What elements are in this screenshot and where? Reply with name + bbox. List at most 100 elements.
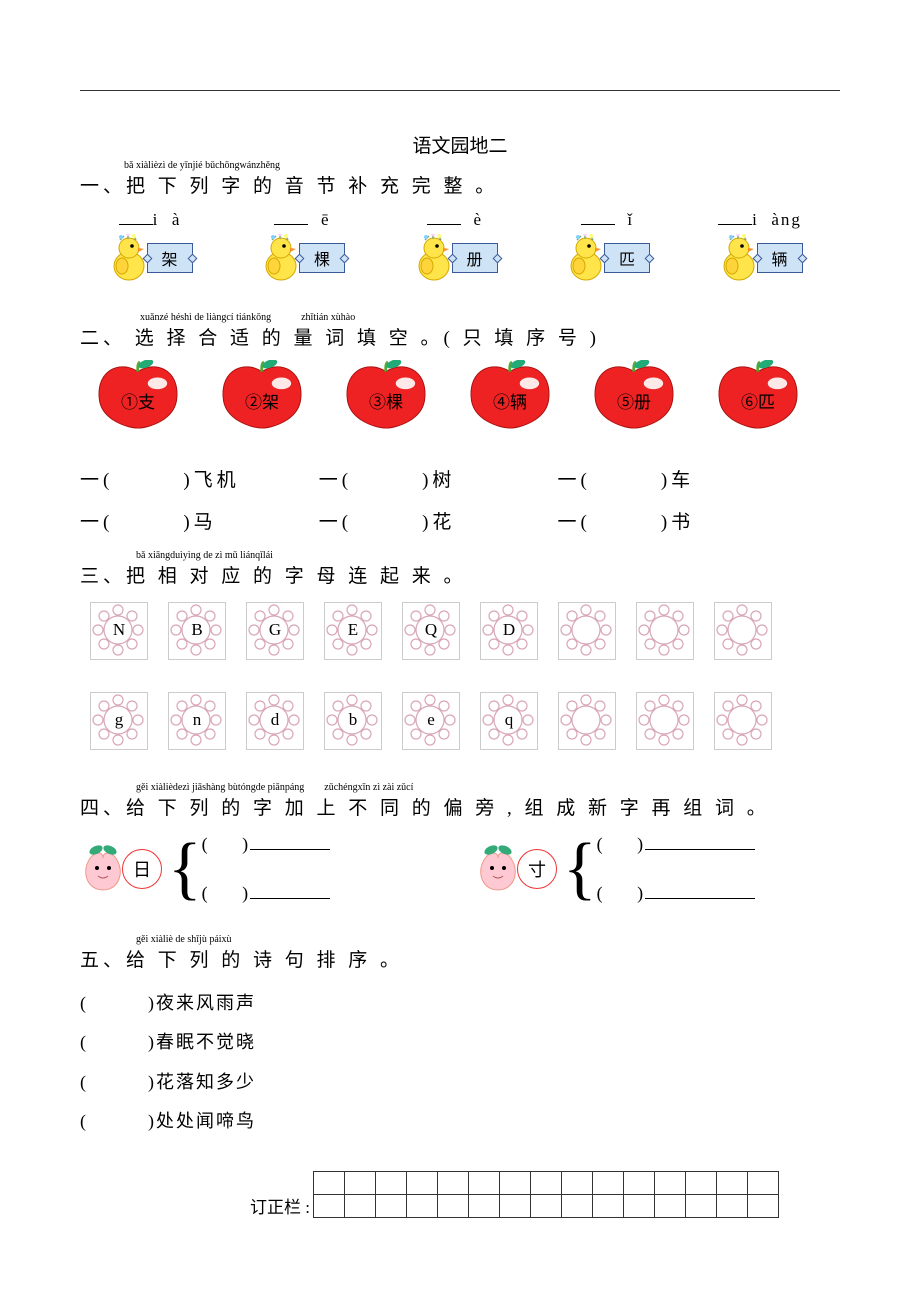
flower-cell: N xyxy=(90,602,148,660)
correction-grid xyxy=(314,1172,779,1218)
apple-label: ⑥匹 xyxy=(710,388,806,413)
q4-block: 日 { ( ) ( ) xyxy=(80,834,445,904)
flower-cell: D xyxy=(480,602,538,660)
flower-letter: d xyxy=(246,710,304,730)
grid-cell xyxy=(313,1171,345,1195)
flower-cell: B xyxy=(168,602,226,660)
q3-heading: 三、把 相 对 应 的 字 母 连 起 来 。 xyxy=(80,561,840,588)
flower-letter: q xyxy=(480,710,538,730)
q1-item: ǐ 匹 xyxy=(538,210,678,282)
flower-letter: E xyxy=(324,620,382,640)
grid-cell xyxy=(623,1194,655,1218)
grid-cell xyxy=(654,1194,686,1218)
char-plaque: 棵 xyxy=(299,243,345,273)
grid-cell xyxy=(375,1194,407,1218)
flower-letter: D xyxy=(480,620,538,640)
flower-cell xyxy=(714,692,772,750)
flower-cell: n xyxy=(168,692,226,750)
q2-pinyin-a: xuǎnzé héshì de liàngcí tiánkōng xyxy=(140,312,271,323)
grid-cell xyxy=(716,1171,748,1195)
q1-blank: è xyxy=(427,210,483,230)
flower-cell xyxy=(636,602,694,660)
apple-label: ④辆 xyxy=(462,388,558,413)
q1-heading: 一、把 下 列 字 的 音 节 补 充 完 整 。 xyxy=(80,171,840,198)
q2: xuǎnzé héshì de liàngcí tiánkōng zhǐtián… xyxy=(80,312,840,544)
apple-option: ⑤册 xyxy=(586,360,682,432)
q5-heading: 五、给 下 列 的 诗 句 排 序 。 xyxy=(80,945,840,972)
grid-cell xyxy=(344,1194,376,1218)
grid-cell xyxy=(530,1194,562,1218)
q3-pinyin: bǎ xiāngduìyìng de zì mǔ liánqǐlái xyxy=(136,550,840,561)
char-plaque: 辆 xyxy=(757,243,803,273)
grid-cell xyxy=(561,1194,593,1218)
q4-pinyin-a: gěi xiàlièdezì jiāshàng bùtóngde piānpán… xyxy=(136,782,304,793)
flower-cell xyxy=(636,692,694,750)
grid-cell xyxy=(685,1194,717,1218)
apple-option: ⑥匹 xyxy=(710,360,806,432)
brace-icon: { xyxy=(563,841,597,897)
flower-letter: b xyxy=(324,710,382,730)
flower-cell: b xyxy=(324,692,382,750)
q1-blank: ē xyxy=(274,210,330,230)
top-rule xyxy=(80,90,840,91)
flower-letter: e xyxy=(402,710,460,730)
char-plaque: 架 xyxy=(147,243,193,273)
flower-cell xyxy=(558,602,616,660)
grid-cell xyxy=(561,1171,593,1195)
char-plaque: 册 xyxy=(452,243,498,273)
q1-item: è 册 xyxy=(385,210,525,282)
correction-label: 订正栏 : xyxy=(250,1193,310,1218)
grid-cell xyxy=(530,1171,562,1195)
grid-cell xyxy=(499,1194,531,1218)
char-plaque: 匹 xyxy=(604,243,650,273)
flower-cell: Q xyxy=(402,602,460,660)
q5-line: ()花落知多少 xyxy=(80,1063,840,1103)
q2-heading: 二、 选 择 合 适 的 量 词 填 空 。( 只 填 序 号 ) xyxy=(80,323,840,350)
flower-cell: g xyxy=(90,692,148,750)
flower-letter: B xyxy=(168,620,226,640)
q2-pinyin-b: zhǐtián xùhào xyxy=(301,312,355,323)
q5-line: ()处处闻啼鸟 xyxy=(80,1102,840,1142)
apple-label: ③棵 xyxy=(338,388,434,413)
grid-cell xyxy=(468,1194,500,1218)
q4-block: 寸 { ( ) ( ) xyxy=(475,834,840,904)
apple-label: ②架 xyxy=(214,388,310,413)
q1-pinyin: bǎ xiàlièzì de yīnjié bǔchōngwánzhěng xyxy=(124,160,840,171)
apple-label: ⑤册 xyxy=(586,388,682,413)
page-title: 语文园地二 xyxy=(80,131,840,158)
base-char: 寸 xyxy=(517,849,557,889)
flower-letter: G xyxy=(246,620,304,640)
flower-letter: Q xyxy=(402,620,460,640)
flower-cell: q xyxy=(480,692,538,750)
q1-blank: ǐ xyxy=(581,210,634,230)
grid-cell xyxy=(499,1171,531,1195)
q1: bǎ xiàlièzì de yīnjié bǔchōngwánzhěng 一、… xyxy=(80,160,840,282)
peach-icon xyxy=(80,844,126,894)
q5-line: ()春眠不觉晓 xyxy=(80,1023,840,1063)
q4-entry: ( ) xyxy=(597,883,756,904)
grid-cell xyxy=(592,1194,624,1218)
flower-cell xyxy=(714,602,772,660)
q4: gěi xiàlièdezì jiāshàng bùtóngde piānpán… xyxy=(80,782,840,904)
flower-letter: g xyxy=(90,710,148,730)
grid-cell xyxy=(716,1194,748,1218)
flower-letter: N xyxy=(90,620,148,640)
grid-cell xyxy=(685,1171,717,1195)
grid-cell xyxy=(592,1171,624,1195)
base-char: 日 xyxy=(122,849,162,889)
q1-blank: i à xyxy=(119,210,182,230)
flower-letter: n xyxy=(168,710,226,730)
brace-icon: { xyxy=(168,841,202,897)
flower-cell xyxy=(558,692,616,750)
grid-cell xyxy=(747,1194,779,1218)
q5-pinyin: gěi xiàliè de shījù páixù xyxy=(136,934,840,945)
flower-cell: G xyxy=(246,602,304,660)
grid-cell xyxy=(468,1171,500,1195)
q4-entry: ( ) xyxy=(202,883,331,904)
apple-option: ③棵 xyxy=(338,360,434,432)
flower-cell: d xyxy=(246,692,304,750)
q1-item: i à 架 xyxy=(80,210,220,282)
q3: bǎ xiāngduìyìng de zì mǔ liánqǐlái 三、把 相… xyxy=(80,550,840,750)
grid-cell xyxy=(375,1171,407,1195)
peach-icon xyxy=(475,844,521,894)
